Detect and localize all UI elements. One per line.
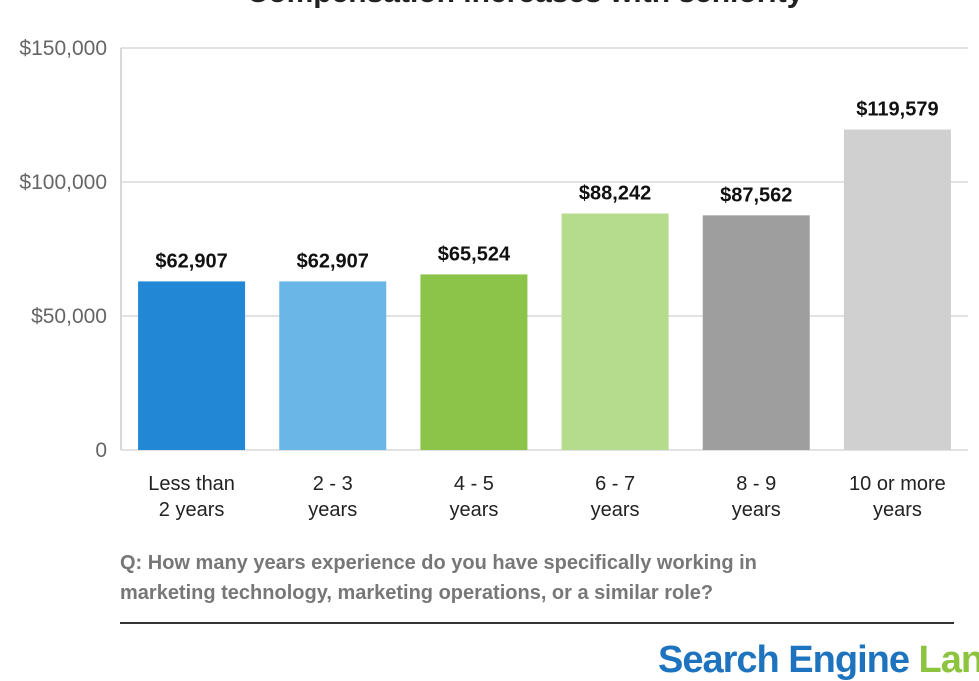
y-tick-label: $150,000 (19, 37, 107, 60)
bar (279, 281, 387, 450)
bar (843, 129, 951, 451)
grid-layer (121, 47, 968, 451)
x-category-label: 4 - 5 years (449, 473, 498, 521)
x-category-label-line: 2 - 3 (313, 473, 353, 495)
question-line-1: Q: How many years experience do you have… (120, 552, 757, 574)
x-category-label-line: 10 or more (849, 473, 946, 495)
bar-value-label: $119,579 (856, 99, 938, 121)
bar (702, 215, 810, 450)
question-line-2: marketing technology, marketing operatio… (120, 582, 714, 604)
bar (420, 274, 528, 450)
x-category-label: 2 - 3 years (308, 473, 357, 521)
logo-text-search-engine: Search Engine (658, 639, 910, 681)
bar (561, 213, 669, 450)
x-category-label-line: 2 years (159, 499, 225, 521)
bar-value-label: $88,242 (579, 183, 651, 205)
survey-question: Q: How many years experience do you have… (120, 548, 940, 608)
x-category-label-line: years (732, 499, 781, 521)
y-axis-tick-labels: 0 $50,000 $100,000 $150,000 (19, 37, 107, 462)
divider-line (120, 622, 954, 624)
x-category-label-line: 8 - 9 (736, 473, 776, 495)
bar-value-label: $87,562 (720, 184, 792, 206)
chart-title: Compensation increases with seniority (247, 0, 804, 9)
x-category-label-line: years (308, 499, 357, 521)
search-engine-land-logo: Search Engine Land (658, 640, 979, 680)
x-category-label-line: 4 - 5 (454, 473, 494, 495)
y-tick-label: $50,000 (31, 305, 107, 328)
x-category-label-line: years (591, 499, 640, 521)
logo-text-land: Land (918, 639, 979, 681)
bar (138, 281, 246, 450)
x-category-label-line: Less than (148, 473, 235, 495)
bar-value-label: $65,524 (438, 243, 511, 265)
value-labels: $62,907 $62,907 $65,524 $88,242 $87,562 $119,… (155, 99, 938, 273)
y-tick-label: 0 (95, 439, 107, 462)
x-category-label-line: years (449, 499, 498, 521)
x-category-label: 8 - 9 years (732, 473, 781, 521)
x-category-label: 10 or more years (849, 473, 946, 521)
x-category-label: Less than 2 years (148, 473, 235, 521)
x-category-label-line: years (873, 499, 922, 521)
y-tick-label: $100,000 (19, 171, 107, 194)
bar-chart: Compensation increases with seniority 0 $… (19, 0, 968, 521)
x-category-label: 6 - 7 years (591, 473, 640, 521)
bar-value-label: $62,907 (297, 250, 369, 272)
bar-value-label: $62,907 (155, 250, 227, 272)
bars (138, 129, 951, 451)
x-category-label-line: 6 - 7 (595, 473, 635, 495)
